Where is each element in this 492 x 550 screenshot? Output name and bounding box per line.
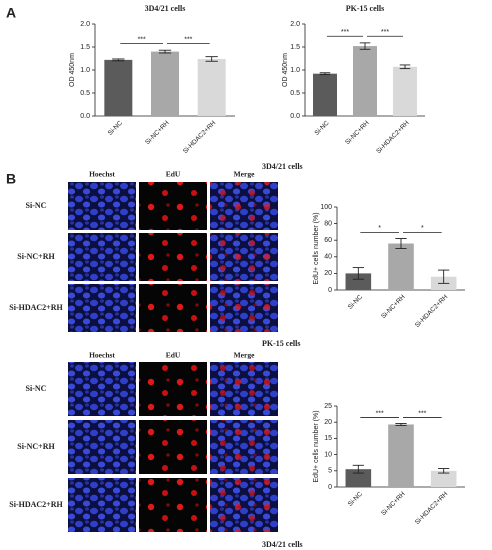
row-label: Si-NC: [26, 384, 47, 393]
y-axis-label: EdU+ cells number (%): [313, 410, 320, 482]
micrograph-signal: [210, 362, 278, 416]
bar: [393, 66, 417, 116]
panel-label: B: [6, 171, 16, 187]
y-tick-label: 0.5: [80, 90, 90, 97]
panel-label: A: [6, 5, 16, 21]
bar: [345, 273, 372, 290]
column-header: Hoechst: [89, 351, 115, 360]
y-tick-label: 2.0: [80, 21, 90, 28]
y-tick-label: 0.5: [290, 90, 300, 97]
x-tick-label: Si-NC: [347, 293, 364, 310]
column-header: EdU: [166, 351, 181, 360]
micrograph-signal: [210, 233, 278, 281]
column-header: Merge: [234, 351, 255, 360]
micrograph-signal: [139, 233, 207, 281]
y-tick-label: 20: [324, 419, 332, 426]
y-tick-label: 100: [320, 204, 332, 211]
y-tick-label: 25: [324, 403, 332, 410]
y-tick-label: 1.0: [290, 67, 300, 74]
row-label: Si-HDAC2+RH: [9, 500, 63, 509]
column-header: Merge: [234, 170, 255, 179]
significance-label: *: [421, 225, 424, 232]
y-tick-label: 1.5: [290, 44, 300, 51]
column-header: Hoechst: [89, 170, 115, 179]
micrograph-signal: [210, 182, 278, 230]
grid-caption: PK-15 cells: [262, 339, 300, 348]
y-tick-label: 40: [324, 254, 332, 261]
x-tick-label: Si-HDAC2+RH: [182, 119, 218, 155]
chart-title: PK-15 cells: [346, 4, 384, 13]
bar: [388, 424, 414, 487]
bar: [197, 58, 226, 116]
grid-caption: 3D4/21 cells: [262, 162, 303, 171]
y-tick-label: 5: [328, 468, 332, 475]
y-tick-label: 15: [324, 435, 332, 442]
micrograph: [68, 284, 136, 332]
micrograph: [68, 362, 136, 416]
x-tick-label: Si-NC+RH: [380, 490, 407, 517]
bar: [353, 46, 377, 116]
micrograph-signal: [139, 182, 207, 230]
bar: [313, 73, 337, 116]
significance-label: ***: [418, 410, 426, 417]
y-tick-label: 1.0: [80, 67, 90, 74]
row-label: Si-NC: [26, 201, 47, 210]
column-header: EdU: [166, 170, 181, 179]
micrograph: [68, 182, 136, 230]
y-tick-label: 0: [328, 287, 332, 294]
bar: [345, 469, 372, 487]
significance-label: ***: [184, 36, 192, 43]
chart-title: 3D4/21 cells: [145, 4, 186, 13]
y-tick-label: 0: [328, 484, 332, 491]
micrograph-signal: [210, 420, 278, 474]
y-tick-label: 80: [324, 220, 332, 227]
y-tick-label: 1.5: [80, 44, 90, 51]
x-tick-label: Si-HDAC2+RH: [414, 490, 450, 526]
x-tick-label: Si-NC: [347, 490, 364, 507]
micrograph-signal: [210, 284, 278, 332]
significance-label: ***: [341, 29, 349, 36]
micrograph: [68, 233, 136, 281]
footer: 3D4/21 cells: [262, 540, 303, 549]
micrograph-signal: [210, 478, 278, 532]
significance-label: ***: [376, 410, 384, 417]
significance-label: ***: [138, 36, 146, 43]
bar: [388, 243, 414, 290]
y-tick-label: 0.0: [80, 113, 90, 120]
row-label: Si-HDAC2+RH: [9, 303, 63, 312]
y-tick-label: 10: [324, 451, 332, 458]
x-tick-label: Si-NC: [313, 119, 330, 136]
bar: [430, 470, 457, 487]
significance-label: *: [378, 225, 381, 232]
micrograph: [68, 420, 136, 474]
micrograph: [68, 478, 136, 532]
x-tick-label: Si-NC+RH: [380, 293, 407, 320]
significance-label: ***: [381, 29, 389, 36]
x-tick-label: Si-HDAC2+RH: [375, 119, 411, 155]
y-tick-label: 60: [324, 237, 332, 244]
y-axis-label: EdU+ cells number (%): [313, 212, 320, 284]
micrograph-signal: [139, 284, 207, 332]
y-tick-label: 2.0: [290, 21, 300, 28]
y-tick-label: 0.0: [290, 113, 300, 120]
x-tick-label: Si-NC+RH: [344, 119, 371, 146]
row-label: Si-NC+RH: [17, 252, 55, 261]
micrograph-signal: [139, 478, 207, 532]
bar: [151, 51, 179, 116]
x-tick-label: Si-NC: [107, 119, 124, 136]
bar: [104, 59, 133, 116]
micrograph-signal: [139, 420, 207, 474]
x-tick-label: Si-HDAC2+RH: [414, 293, 450, 329]
row-label: Si-NC+RH: [17, 442, 55, 451]
y-axis-label: OD 450nm: [282, 53, 289, 87]
x-tick-label: Si-NC+RH: [144, 119, 171, 146]
y-tick-label: 20: [324, 270, 332, 277]
micrograph-signal: [139, 362, 207, 416]
y-axis-label: OD 450nm: [69, 53, 76, 87]
